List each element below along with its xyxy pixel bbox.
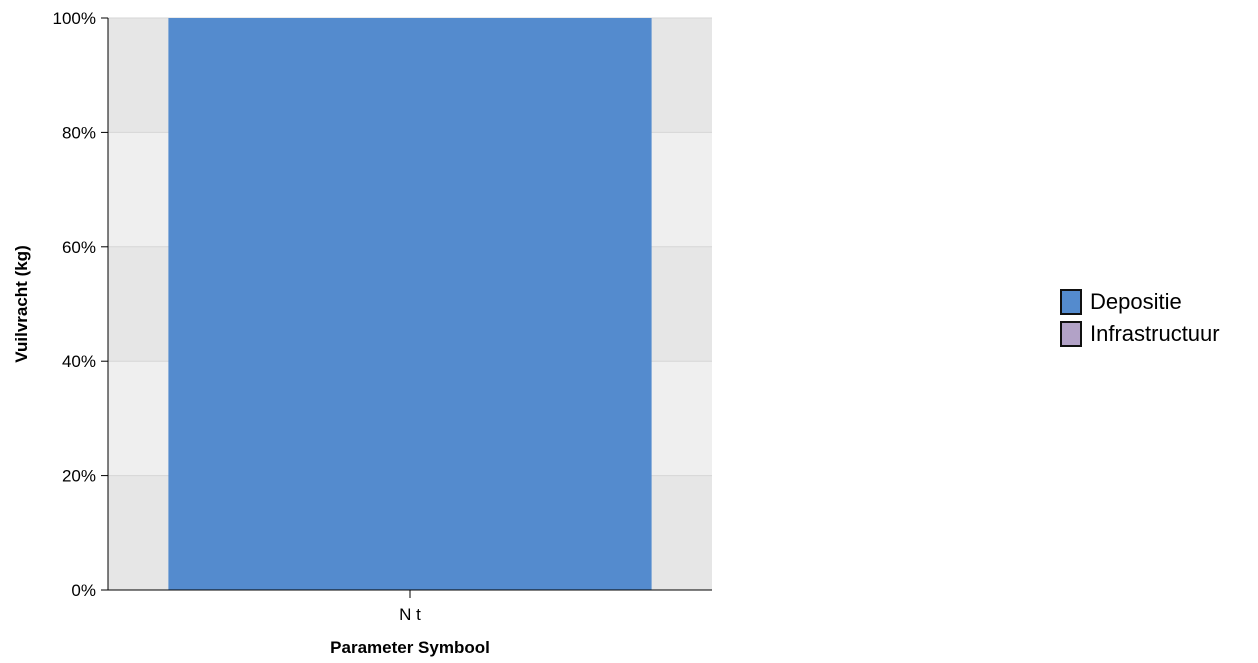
legend: Depositie Infrastructuur [1060, 286, 1220, 350]
legend-swatch [1060, 289, 1082, 315]
legend-item: Infrastructuur [1060, 318, 1220, 350]
x-axis-title: Parameter Symbool [330, 638, 490, 657]
y-tick-label: 0% [71, 581, 96, 600]
legend-item: Depositie [1060, 286, 1220, 318]
bars-layer [168, 18, 652, 590]
x-axis: N t [108, 589, 712, 624]
y-axis-title: Vuilvracht (kg) [12, 245, 31, 362]
legend-swatch [1060, 321, 1082, 347]
y-tick-label: 40% [62, 352, 96, 371]
y-tick-label: 60% [62, 238, 96, 257]
x-tick-label: N t [399, 605, 421, 624]
y-axis: 0% 20% 40% 60% 80% 100% [53, 9, 109, 600]
y-tick-label: 80% [62, 123, 96, 142]
y-tick-label: 100% [53, 9, 96, 28]
legend-label: Depositie [1090, 289, 1182, 314]
bar-depositie [168, 18, 652, 590]
y-tick-label: 20% [62, 467, 96, 486]
legend-label: Infrastructuur [1090, 321, 1220, 346]
